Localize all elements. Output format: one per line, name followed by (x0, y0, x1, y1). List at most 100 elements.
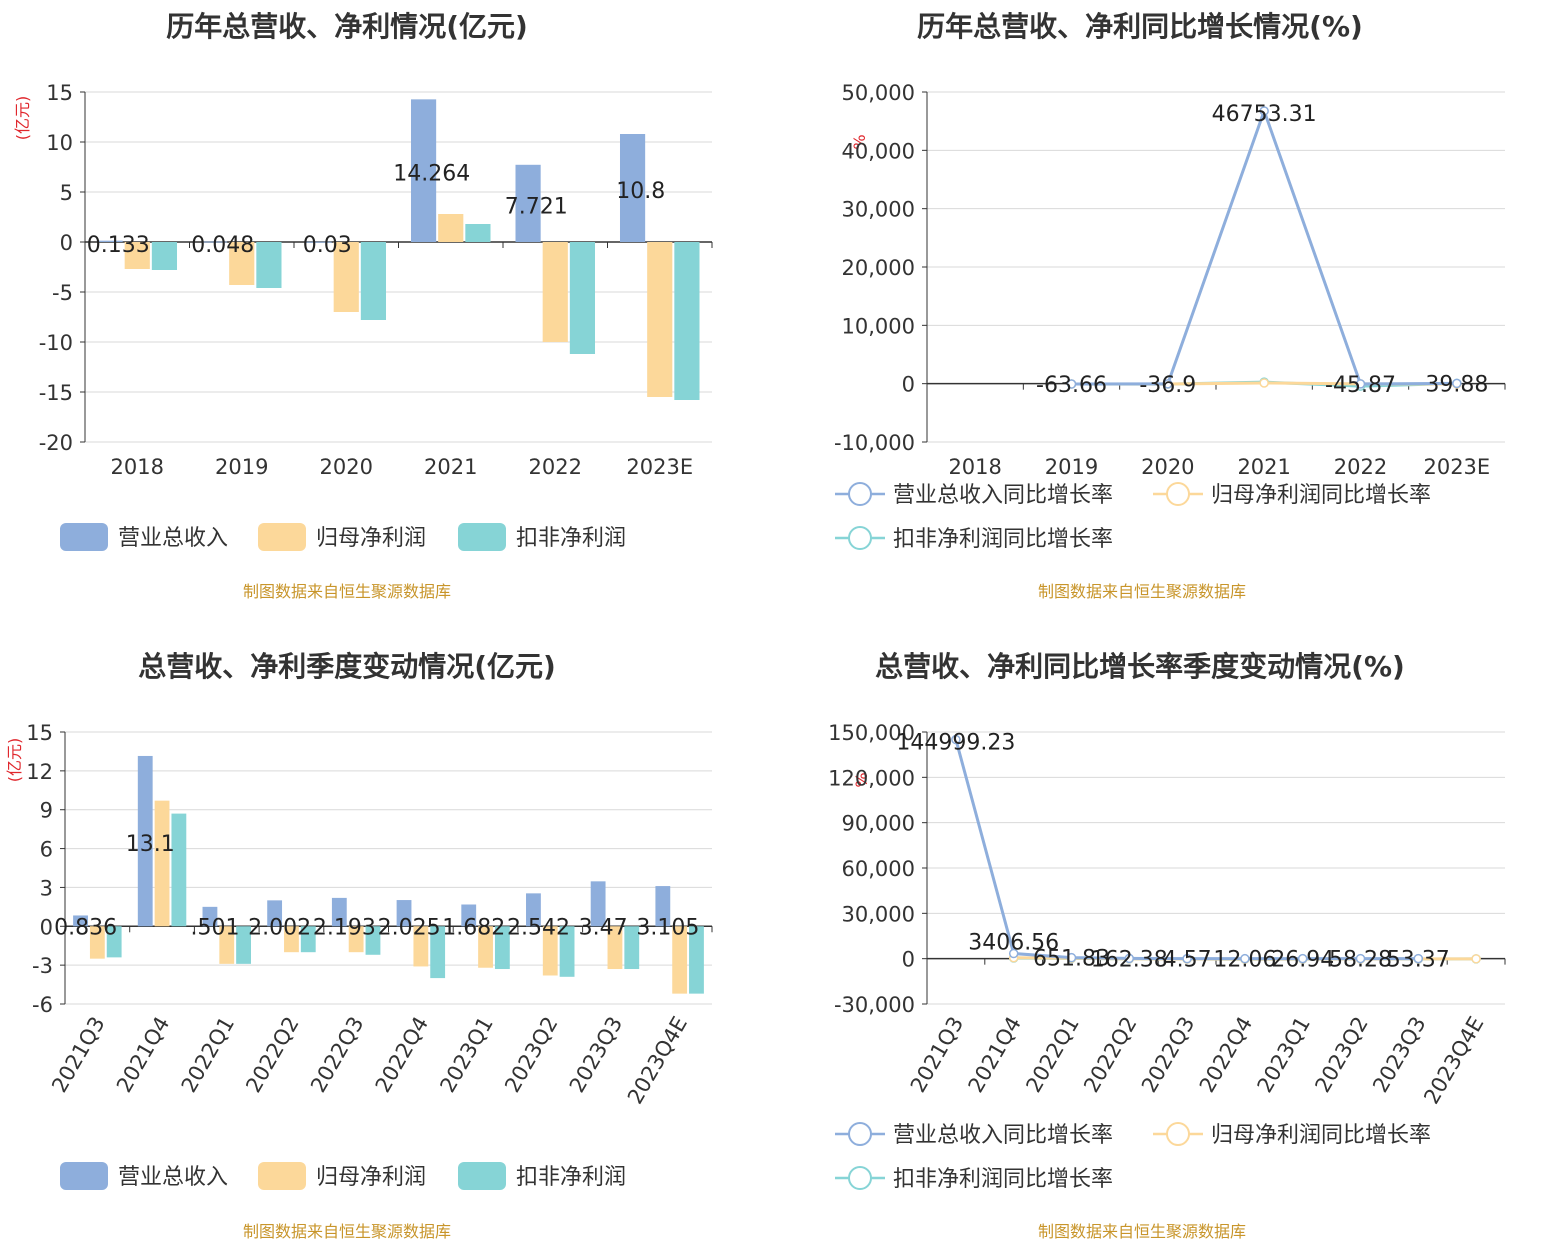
y-tick-label: -10 (39, 331, 73, 355)
bar-归母净利润 (647, 242, 673, 397)
data-label: 14.264 (393, 162, 470, 187)
annual-revenue-profit-chart: 历年总营收、净利情况(亿元) (亿元) -20 -15 -10 -5 0 5 10 15 2018 2… (0, 0, 777, 620)
x-tick-label: 2022Q1 (1021, 1013, 1083, 1097)
legend-label: 扣非净利润同比增长率 (893, 527, 1113, 552)
bar-营业总收入 (396, 900, 412, 927)
y-tick-label: -10,000 (834, 431, 915, 455)
legend-marker[interactable] (848, 482, 872, 506)
x-tick-label: 2022Q3 (306, 1013, 368, 1097)
data-label: 2.193 (313, 915, 376, 940)
legend-marker[interactable] (848, 1122, 872, 1146)
data-label: 39.88 (1425, 372, 1488, 397)
chart-title: 总营收、净利同比增长率季度变动情况(%) (875, 650, 1405, 683)
legend-marker[interactable] (1166, 482, 1190, 506)
data-label: -63.66 (1036, 373, 1107, 398)
y-tick-label: -20 (39, 431, 73, 455)
point-归母净利润同比增长率 (1471, 954, 1481, 964)
x-tick-label: 2019 (1045, 455, 1098, 479)
y-tick-label: 50,000 (842, 81, 915, 105)
legend-swatch[interactable] (458, 1162, 506, 1190)
bar-扣非净利润 (365, 926, 381, 955)
y-tick-label: 10 (46, 131, 73, 155)
bar-归母净利润 (124, 242, 150, 269)
x-tick-label: 2023Q2 (1310, 1013, 1372, 1097)
x-tick-label: 2023E (626, 455, 693, 479)
data-label: 0.03 (303, 233, 352, 258)
bar-归母净利润 (542, 926, 558, 976)
y-unit-label: (亿元) (5, 738, 24, 783)
x-tick-label: 2019 (215, 455, 268, 479)
quarterly-growth-rate-chart: 总营收、净利同比增长率季度变动情况(%)% -30,000 0 30,000 60,00… (777, 620, 1554, 1240)
point-营业总收入同比增长率 (1355, 953, 1366, 964)
bar-扣非净利润 (494, 926, 510, 970)
legend-label: 营业总收入 (118, 1165, 228, 1190)
y-tick-label: 20,000 (842, 256, 915, 280)
bar-营业总收入 (306, 241, 332, 243)
legend-swatch[interactable] (258, 523, 306, 551)
point-营业总收入同比增长率 (1124, 953, 1135, 964)
x-tick-label: 2022 (529, 455, 582, 479)
data-label: 26.94 (1271, 948, 1334, 973)
bar-扣非净利润 (236, 926, 251, 964)
data-label: 58.28 (1329, 948, 1392, 973)
bar-归母净利润 (229, 242, 255, 285)
point-营业总收入同比增长率 (1240, 953, 1250, 964)
legend-swatch[interactable] (60, 1162, 108, 1190)
data-label: 651.83 (1033, 947, 1110, 972)
data-label: 46753.31 (1212, 102, 1317, 127)
legend-swatch[interactable] (458, 523, 506, 551)
x-tick-label: 2021Q3 (47, 1013, 109, 1097)
y-tick-label: 150,000 (828, 721, 915, 745)
point-营业总收入同比增长率 (1355, 379, 1366, 389)
legend-marker[interactable] (1166, 1122, 1190, 1146)
bar-营业总收入 (73, 915, 88, 927)
y-unit-label: % (852, 772, 871, 787)
legend-label: 扣非净利润同比增长率 (893, 1167, 1113, 1192)
x-tick-label: 2023Q1 (1253, 1013, 1315, 1097)
y-tick-label: 3 (40, 876, 53, 900)
y-tick-label: 15 (46, 81, 73, 105)
chart-title: 总营收、净利季度变动情况(亿元) (138, 650, 556, 683)
x-tick-label: 2018 (948, 455, 1001, 479)
bar-归母净利润 (672, 926, 688, 994)
data-label: 3406.56 (968, 931, 1059, 956)
legend-marker[interactable] (848, 1166, 872, 1190)
x-tick-label: 2023Q1 (435, 1013, 497, 1097)
x-tick-label: 2023Q3 (1368, 1013, 1430, 1097)
data-label: 162.38 (1091, 947, 1168, 972)
data-label: -45.87 (1325, 373, 1396, 398)
data-label: 12.06 (1213, 948, 1276, 973)
bar-营业总收入 (331, 897, 347, 927)
y-tick-label: 10,000 (842, 314, 915, 338)
x-tick-label: 2022Q2 (241, 1013, 303, 1097)
y-tick-label: -15 (39, 381, 73, 405)
x-tick-label: 2021Q3 (906, 1013, 968, 1097)
point-营业总收入同比增长率 (1452, 378, 1462, 389)
data-label: 2.542 (507, 915, 570, 940)
x-tick-label: 2023Q2 (500, 1013, 562, 1097)
legend-swatch[interactable] (60, 523, 108, 551)
bar-营业总收入 (590, 881, 606, 927)
line-营业总收入同比增长率 (954, 739, 1419, 961)
y-tick-label: 9 (40, 799, 53, 823)
data-label: -36.9 (1139, 373, 1196, 398)
bar-营业总收入 (526, 893, 541, 927)
x-tick-label: 2022Q4 (1195, 1013, 1257, 1097)
y-tick-label: 0 (902, 948, 915, 972)
x-tick-label: 2023Q3 (565, 1013, 627, 1097)
legend-marker[interactable] (848, 526, 872, 550)
bar-扣非净利润 (689, 926, 704, 994)
legend-swatch[interactable] (258, 1162, 306, 1190)
y-tick-label: 40,000 (842, 139, 915, 163)
bar-扣非净利润 (465, 224, 491, 242)
legend-label: 营业总收入同比增长率 (893, 483, 1113, 508)
data-label: 10.8 (616, 179, 665, 204)
bar-扣非净利润 (106, 926, 122, 958)
data-label: 7.721 (505, 194, 568, 219)
x-tick-label: 2022Q4 (371, 1013, 433, 1097)
bar-营业总收入 (619, 134, 646, 242)
quarterly-revenue-profit-chart: 总营收、净利季度变动情况(亿元) (亿元) -6 -3 0 3 6 9 12 15 2021Q3 20… (0, 620, 777, 1240)
bar-营业总收入 (515, 164, 541, 242)
bar-营业总收入 (461, 904, 477, 927)
